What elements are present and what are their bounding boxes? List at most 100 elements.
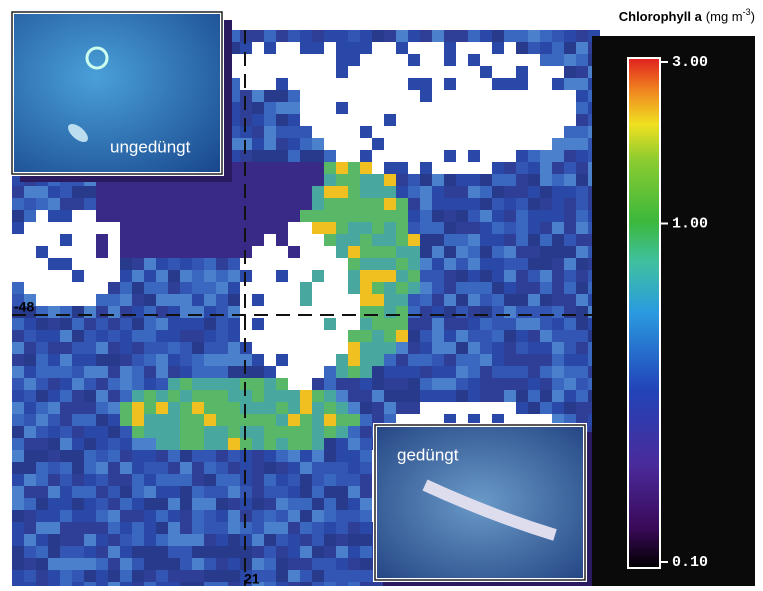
- map-pixel: [300, 570, 312, 582]
- map-pixel: [420, 126, 432, 138]
- map-pixel: [432, 282, 444, 294]
- map-pixel: [180, 282, 192, 294]
- map-pixel: [216, 330, 228, 342]
- map-pixel: [96, 462, 108, 474]
- map-pixel: [72, 198, 84, 210]
- map-pixel: [144, 294, 156, 306]
- map-pixel: [360, 354, 372, 366]
- map-pixel: [348, 150, 360, 162]
- longitude-label: 21: [244, 571, 260, 586]
- map-pixel: [300, 522, 312, 534]
- map-pixel: [264, 30, 276, 42]
- map-pixel: [396, 66, 408, 78]
- map-pixel: [132, 222, 144, 234]
- map-pixel: [480, 354, 492, 366]
- map-pixel: [36, 414, 48, 426]
- map-pixel: [180, 402, 192, 414]
- map-pixel: [516, 162, 528, 174]
- map-pixel: [96, 486, 108, 498]
- map-pixel: [204, 186, 216, 198]
- map-pixel: [516, 354, 528, 366]
- map-pixel: [144, 342, 156, 354]
- map-pixel: [552, 90, 564, 102]
- map-pixel: [312, 198, 324, 210]
- map-pixel: [396, 234, 408, 246]
- map-pixel: [444, 354, 456, 366]
- map-pixel: [516, 174, 528, 186]
- map-pixel: [288, 522, 300, 534]
- map-pixel: [372, 150, 384, 162]
- map-pixel: [552, 378, 564, 390]
- title-unit-end: ): [751, 9, 755, 24]
- map-pixel: [108, 198, 120, 210]
- map-pixel: [456, 402, 468, 414]
- map-pixel: [504, 66, 516, 78]
- map-pixel: [384, 42, 396, 54]
- map-pixel: [276, 270, 288, 282]
- map-pixel: [432, 54, 444, 66]
- map-pixel: [264, 150, 276, 162]
- map-pixel: [12, 546, 24, 558]
- map-pixel: [84, 402, 96, 414]
- map-pixel: [552, 246, 564, 258]
- map-pixel: [492, 330, 504, 342]
- map-pixel: [240, 414, 252, 426]
- map-pixel: [564, 318, 576, 330]
- map-pixel: [108, 582, 120, 591]
- map-pixel: [132, 546, 144, 558]
- map-pixel: [348, 414, 360, 426]
- map-pixel: [504, 198, 516, 210]
- map-pixel: [312, 306, 324, 318]
- map-pixel: [36, 498, 48, 510]
- map-pixel: [336, 126, 348, 138]
- map-pixel: [228, 414, 240, 426]
- map-pixel: [348, 318, 360, 330]
- map-pixel: [348, 570, 360, 582]
- map-pixel: [192, 438, 204, 450]
- map-pixel: [432, 162, 444, 174]
- map-pixel: [84, 450, 96, 462]
- map-pixel: [288, 186, 300, 198]
- map-pixel: [192, 270, 204, 282]
- map-pixel: [576, 270, 588, 282]
- map-pixel: [192, 402, 204, 414]
- map-pixel: [336, 438, 348, 450]
- map-pixel: [24, 366, 36, 378]
- map-pixel: [372, 318, 384, 330]
- map-pixel: [252, 294, 264, 306]
- map-pixel: [36, 534, 48, 546]
- map-pixel: [264, 522, 276, 534]
- map-pixel: [228, 378, 240, 390]
- map-pixel: [504, 42, 516, 54]
- map-pixel: [204, 198, 216, 210]
- title-exponent: -3: [743, 7, 751, 17]
- map-pixel: [468, 282, 480, 294]
- map-pixel: [492, 210, 504, 222]
- map-pixel: [168, 282, 180, 294]
- map-pixel: [300, 150, 312, 162]
- map-pixel: [324, 582, 336, 591]
- map-pixel: [456, 330, 468, 342]
- map-pixel: [192, 522, 204, 534]
- map-pixel: [168, 426, 180, 438]
- map-pixel: [48, 246, 60, 258]
- map-pixel: [72, 354, 84, 366]
- map-pixel: [264, 330, 276, 342]
- map-pixel: [516, 66, 528, 78]
- inset-label: gedüngt: [397, 445, 459, 464]
- map-pixel: [12, 450, 24, 462]
- map-pixel: [396, 354, 408, 366]
- map-pixel: [168, 546, 180, 558]
- map-pixel: [288, 546, 300, 558]
- map-pixel: [456, 174, 468, 186]
- map-pixel: [360, 510, 372, 522]
- map-pixel: [288, 534, 300, 546]
- map-pixel: [96, 354, 108, 366]
- map-pixel: [420, 30, 432, 42]
- map-pixel: [336, 234, 348, 246]
- map-pixel: [252, 186, 264, 198]
- map-pixel: [288, 378, 300, 390]
- map-pixel: [180, 234, 192, 246]
- map-pixel: [528, 258, 540, 270]
- map-pixel: [180, 534, 192, 546]
